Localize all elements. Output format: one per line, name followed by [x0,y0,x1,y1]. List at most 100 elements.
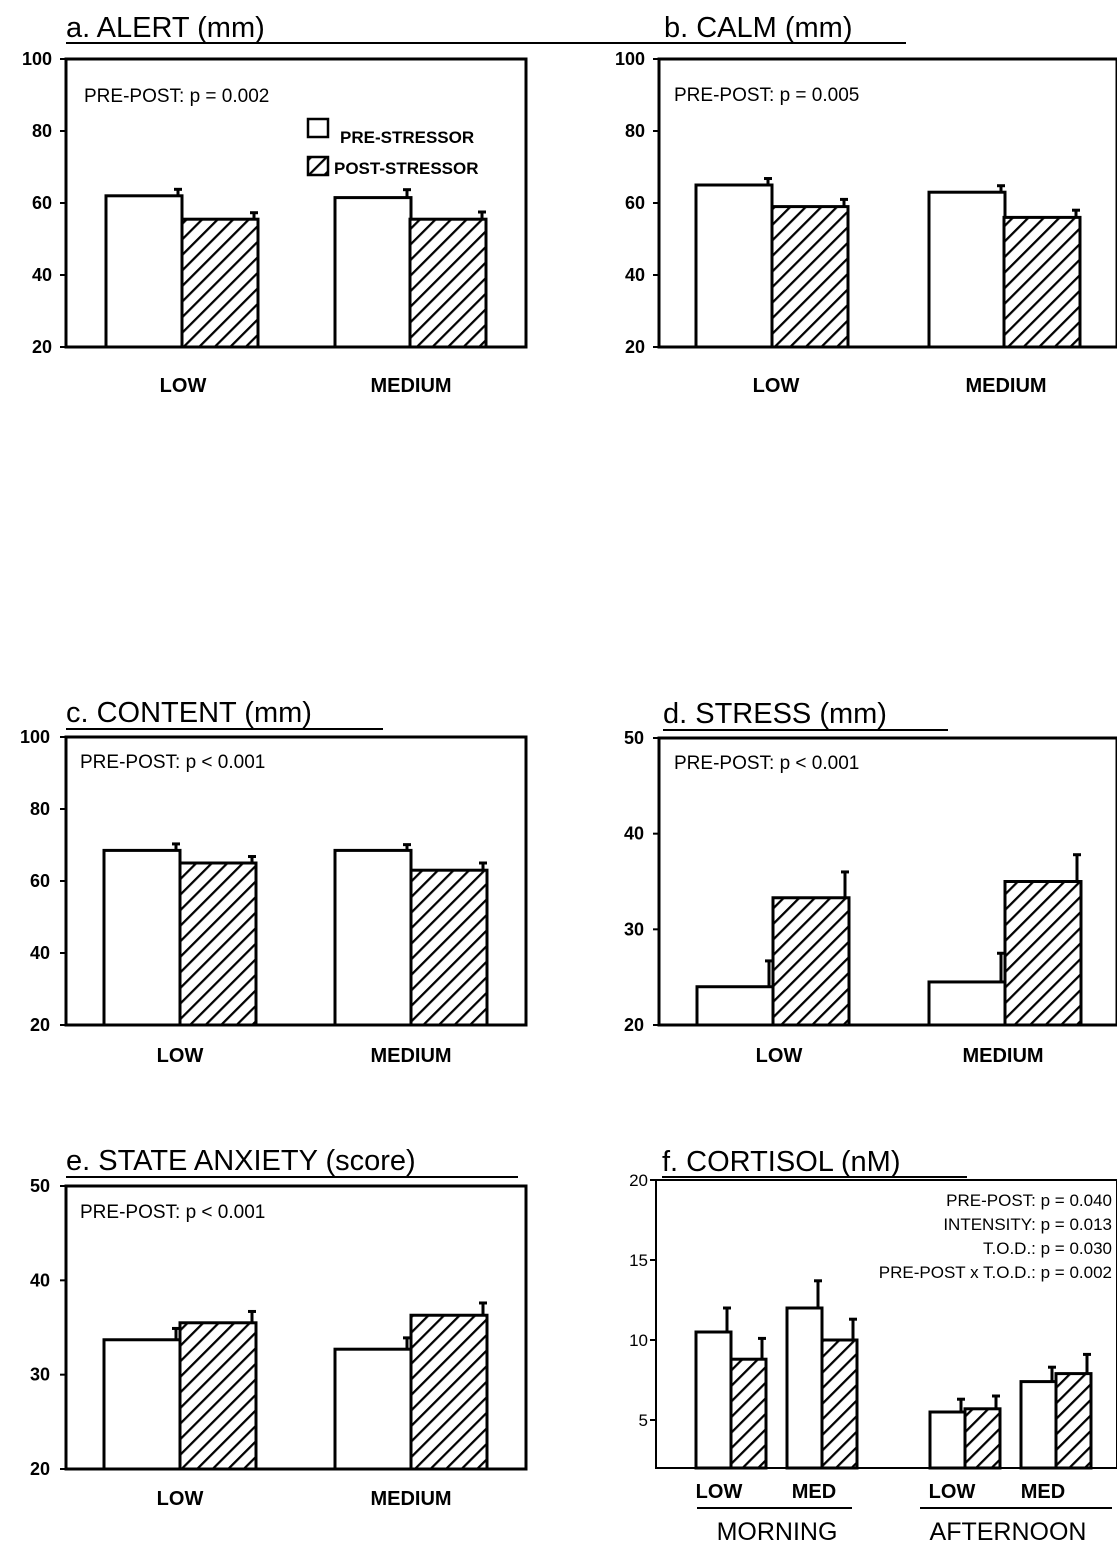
category-label: LOW [157,1488,204,1510]
category-label: LOW [160,375,207,397]
bar-post-stressor [963,1407,1002,1470]
panel-title: b. CALM (mm) [664,12,853,44]
bar-post-stressor [178,1321,258,1471]
panel-title: d. STRESS (mm) [663,698,887,730]
category-label: LOW [756,1045,803,1067]
panel-state-anxiety: e. STATE ANXIETY (score) 20 30 40 50 LOW MEDI… [30,1145,528,1510]
category-label: LOW [696,1481,743,1503]
panel-stress: d. STRESS (mm) 20 30 40 50 LOW MEDIUM PRE-POS… [624,698,1117,1067]
bar-pre-stressor [927,980,1007,1027]
bar-post-stressor [409,1313,489,1471]
category-label: LOW [157,1045,204,1067]
plot-frame [64,1184,528,1471]
panel-calm: b. CALM (mm) 20 40 60 80 100 LOW MEDIUM PRE-PO… [615,12,1117,397]
bar-pre-stressor [928,1410,967,1470]
stat-annotation: PRE-POST: p < 0.001 [80,752,265,773]
plot-area: 20 40 60 80 100 LOW MEDIUM [22,49,528,397]
category-label: MED [792,1481,836,1503]
stat-annotation: PRE-POST x T.O.D.: p = 0.002 [879,1263,1112,1282]
bar-pre-stressor [333,1347,413,1471]
bar-post-stressor [180,217,260,349]
category-label: MEDIUM [962,1045,1043,1067]
panel-content: c. CONTENT (mm) 20 40 60 80 100 LOW MEDIUM PRE… [20,697,528,1067]
panel-cortisol: f. CORTISOL (nM) 5 10 15 20 LOW MED LOW MED PRE… [629,1146,1117,1546]
plot-area: 20 30 40 50 LOW MEDIUM [30,1176,528,1510]
bar-pre-stressor [694,183,774,349]
stat-annotation: PRE-POST: p < 0.001 [80,1202,265,1223]
bar-post-stressor [1054,1372,1093,1470]
y-tick-label: 60 [32,193,52,213]
bar-pre-stressor [694,1330,733,1470]
category-label: MEDIUM [965,375,1046,397]
y-tick-label: 20 [625,337,645,357]
stat-annotation: PRE-POST: p = 0.005 [674,85,859,106]
stat-annotation: PRE-POST: p = 0.002 [84,86,269,107]
legend-label-pre: PRE-STRESSOR [340,128,474,147]
y-tick-label: 100 [615,49,645,69]
bar-pre-stressor [333,196,413,349]
legend: PRE-STRESSOR POST-STRESSOR [306,117,479,178]
bar-pre-stressor [333,848,413,1027]
bar-pre-stressor [104,194,184,349]
bar-post-stressor [409,868,489,1027]
plot-area: 20 40 60 80 100 LOW MEDIUM [615,49,1117,397]
y-tick-label: 80 [625,121,645,141]
y-tick-label: 20 [30,1015,50,1035]
panel-alert: a. ALERT (mm) 20 40 60 80 100 LOW MEDIUM PRE-P… [22,12,665,397]
category-label: MEDIUM [370,1488,451,1510]
bar-pre-stressor [785,1306,824,1470]
y-tick-label: 100 [22,49,52,69]
bar-post-stressor [770,205,850,349]
bar-pre-stressor [695,985,775,1027]
plot-frame [657,736,1117,1027]
y-tick-label: 80 [32,121,52,141]
y-tick-label: 5 [639,1411,648,1430]
y-tick-label: 60 [30,871,50,891]
stat-annotation: PRE-POST: p = 0.040 [946,1191,1112,1210]
plot-frame [655,1179,1117,1469]
bar-post-stressor [1002,215,1082,349]
plot-area: 5 10 15 20 LOW MED LOW MED [629,1171,1117,1503]
plot-area: 20 40 60 80 100 LOW MEDIUM [20,727,528,1067]
y-tick-label: 10 [629,1331,648,1350]
y-tick-label: 20 [624,1015,644,1035]
y-tick-label: 30 [30,1365,50,1385]
category-label: LOW [753,375,800,397]
bar-post-stressor [771,896,851,1027]
category-label: MED [1021,1481,1065,1503]
panel-title: a. ALERT (mm) [66,12,265,44]
panel-title: e. STATE ANXIETY (score) [66,1145,416,1177]
y-tick-label: 20 [629,1171,648,1190]
category-label: LOW [929,1481,976,1503]
legend-label-post: POST-STRESSOR [334,159,479,178]
y-tick-label: 100 [20,727,50,747]
panel-title: f. CORTISOL (nM) [662,1146,900,1178]
bar-post-stressor [178,861,258,1027]
panel-title: c. CONTENT (mm) [66,697,312,729]
y-tick-label: 20 [30,1459,50,1479]
y-tick-label: 15 [629,1251,648,1270]
category-label: MEDIUM [370,1045,451,1067]
stat-annotation: T.O.D.: p = 0.030 [983,1239,1112,1258]
y-tick-label: 50 [624,728,644,748]
bar-pre-stressor [102,848,182,1027]
y-tick-label: 40 [30,1270,50,1290]
stat-annotation: PRE-POST: p < 0.001 [674,753,859,774]
bar-pre-stressor [1019,1380,1058,1470]
bar-post-stressor [408,217,488,349]
y-tick-label: 60 [625,193,645,213]
y-tick-label: 40 [32,265,52,285]
bar-pre-stressor [102,1338,182,1471]
legend-swatch-pre [306,117,330,139]
legend-swatch-post [306,155,330,177]
bar-pre-stressor [927,190,1007,349]
plot-area: 20 30 40 50 LOW MEDIUM [624,728,1117,1067]
category-label: MEDIUM [370,375,451,397]
y-tick-label: 40 [30,943,50,963]
group-label-morning: MORNING [717,1518,838,1546]
y-tick-label: 40 [625,265,645,285]
y-tick-label: 50 [30,1176,50,1196]
y-tick-label: 40 [624,824,644,844]
bar-post-stressor [729,1357,768,1470]
